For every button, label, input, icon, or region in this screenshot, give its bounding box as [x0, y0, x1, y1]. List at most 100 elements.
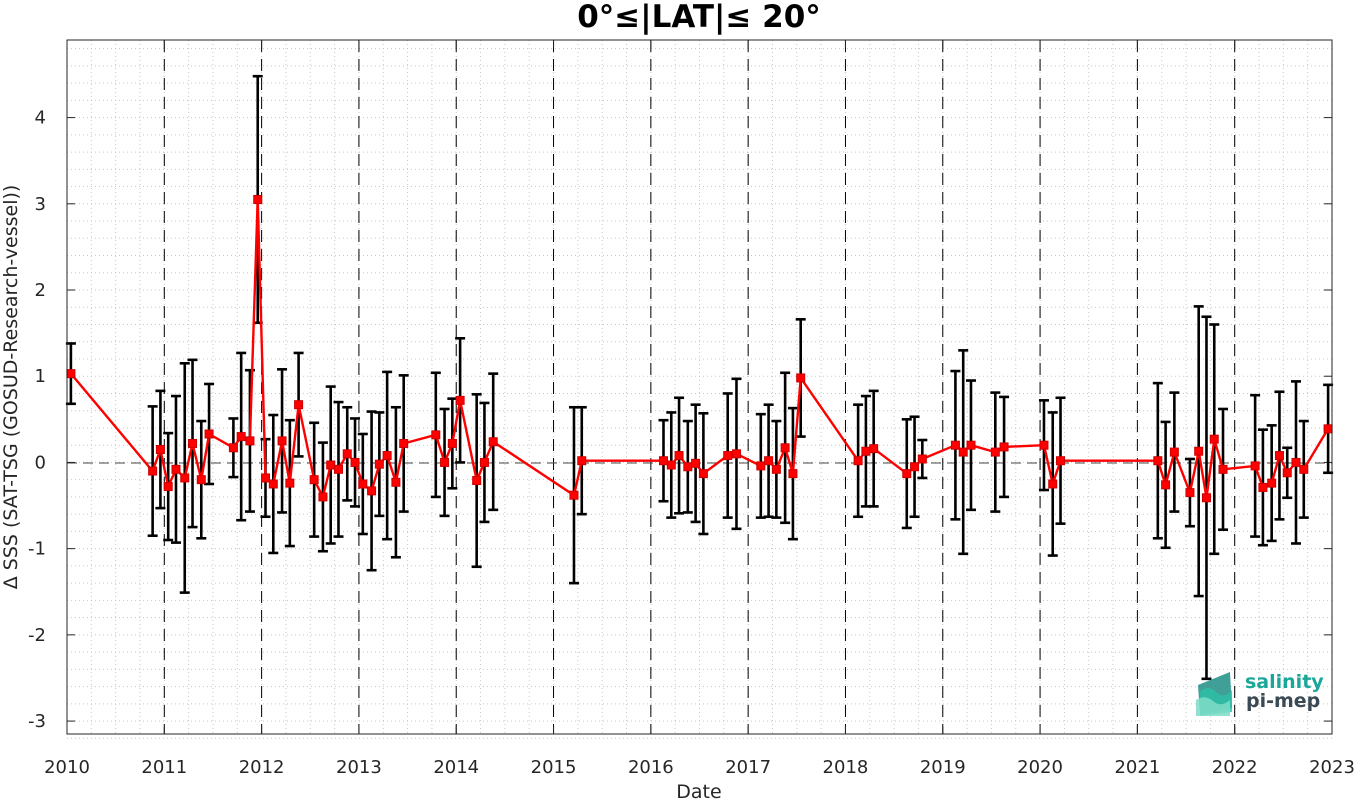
data-point [318, 492, 328, 502]
x-tick-label: 2014 [433, 757, 479, 778]
x-tick-label: 2011 [141, 757, 187, 778]
data-point [358, 479, 368, 489]
data-point [188, 438, 198, 448]
x-tick-labels: 2010 2011 2012 2013 2014 2015 2016 2017 2018 2019… [44, 757, 1355, 778]
data-point [253, 194, 263, 204]
data-point [66, 369, 76, 379]
data-point [861, 446, 871, 456]
data-point [479, 457, 489, 467]
data-point [342, 449, 352, 459]
y-tick-label: 3 [35, 194, 46, 215]
x-tick-label: 2015 [531, 757, 577, 778]
y-tick-label: -3 [28, 711, 46, 732]
data-point [1267, 478, 1277, 488]
data-point [902, 469, 912, 479]
data-point [731, 449, 741, 459]
data-point [277, 436, 287, 446]
data-point [180, 473, 190, 483]
data-point [658, 456, 668, 466]
data-point [1169, 447, 1179, 457]
data-point [1056, 456, 1066, 466]
x-tick-label: 2021 [1114, 757, 1160, 778]
data-point [440, 457, 450, 467]
data-point [382, 451, 392, 461]
salinity-logo: salinity pi-mep [1196, 671, 1324, 716]
data-point [333, 464, 343, 474]
x-tick-label: 2019 [920, 757, 966, 778]
x-tick-label: 2016 [628, 757, 674, 778]
data-point [1291, 457, 1301, 467]
x-tick-label: 2013 [336, 757, 382, 778]
y-tick-label: 2 [35, 280, 46, 301]
data-point [399, 438, 409, 448]
data-point [1185, 488, 1195, 498]
data-point [999, 442, 1009, 452]
data-point [155, 445, 165, 455]
y-tick-label: -2 [28, 625, 46, 646]
data-point [1282, 468, 1292, 478]
data-point [683, 462, 693, 472]
data-point [196, 475, 206, 485]
x-axis-title: Date [676, 781, 721, 801]
data-point [236, 432, 246, 442]
x-tick-label: 2017 [725, 757, 771, 778]
data-point [577, 456, 587, 466]
data-point [958, 447, 968, 457]
x-tick-label: 2012 [239, 757, 285, 778]
data-point [1039, 440, 1049, 450]
data-point [1258, 482, 1268, 492]
y-tick-labels: -3 -2 -1 0 1 2 3 4 [28, 108, 46, 732]
x-tick-label: 2020 [1017, 757, 1063, 778]
data-point [756, 461, 766, 471]
data-point [447, 438, 457, 448]
data-point [764, 456, 774, 466]
data-point [1209, 434, 1219, 444]
y-tick-label: 4 [35, 108, 46, 129]
data-point [917, 454, 927, 464]
data-point [910, 462, 920, 472]
data-point [780, 443, 790, 453]
data-point [1161, 480, 1171, 490]
data-point [966, 440, 976, 450]
data-point [261, 473, 271, 483]
data-point [472, 476, 482, 486]
x-tick-label: 2023 [1309, 757, 1355, 778]
data-point [163, 482, 173, 492]
data-point [374, 459, 384, 469]
data-point [309, 475, 319, 485]
data-point [1274, 451, 1284, 461]
data-point [853, 456, 863, 466]
logo-text-line2: pi-mep [1246, 690, 1320, 712]
wave-logo-icon [1196, 672, 1232, 716]
data-point [1299, 464, 1309, 474]
data-point [1153, 456, 1163, 466]
data-point [1048, 479, 1058, 489]
data-point [1250, 461, 1260, 471]
logo-text-line1: salinity [1245, 671, 1324, 693]
data-point [788, 469, 798, 479]
data-point [869, 444, 879, 454]
data-point [691, 458, 701, 468]
y-axis-title: Δ SSS (SAT-TSG (GOSUD-Research-vessel)) [0, 185, 22, 590]
data-point [1194, 446, 1204, 456]
data-point [771, 464, 781, 474]
data-layer [65, 74, 1334, 681]
chart-title: 0°≤|LAT|≤ 20° [577, 0, 821, 35]
data-point [1218, 464, 1228, 474]
data-point [723, 451, 733, 461]
data-point [245, 436, 255, 446]
data-point [674, 451, 684, 461]
data-point [268, 479, 278, 489]
data-point [666, 460, 676, 470]
data-point [1201, 493, 1211, 503]
data-point [171, 464, 181, 474]
plot-frame [66, 39, 1333, 735]
data-point [228, 443, 238, 453]
data-point [455, 395, 465, 405]
data-point [350, 457, 360, 467]
data-point [950, 440, 960, 450]
y-tick-label: 0 [35, 452, 46, 473]
data-point [990, 447, 1000, 457]
data-point [698, 469, 708, 479]
